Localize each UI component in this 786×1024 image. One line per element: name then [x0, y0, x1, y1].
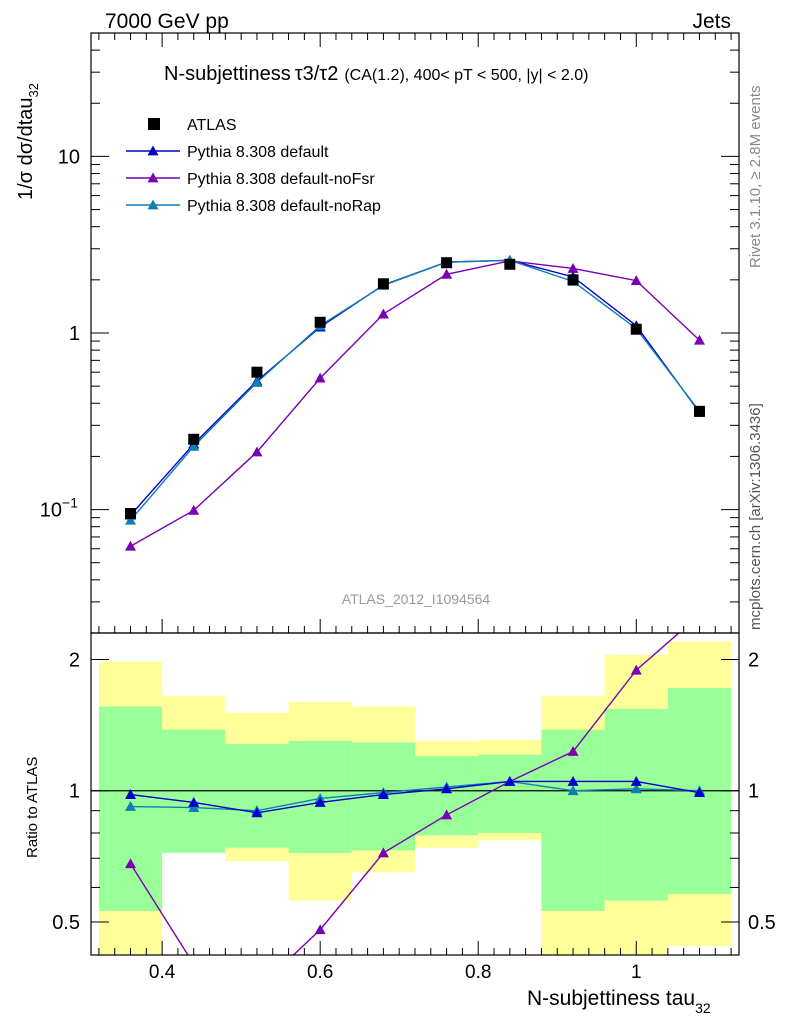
- y-tick-label-main: 1: [69, 323, 80, 345]
- y-tick-label-main: 10−1: [40, 495, 78, 522]
- y-tick-label-main: 10: [58, 146, 80, 168]
- ratio-line-noFsr: [129, 633, 680, 955]
- ratio-point-default: [630, 775, 642, 786]
- ratio-point-default: [251, 807, 263, 818]
- point-data: [630, 323, 642, 335]
- point-data: [251, 366, 263, 378]
- title-cuts: (CA(1.2), 400< pT < 500, |y| < 2.0): [344, 67, 588, 84]
- title-ratio: τ3/τ2: [295, 63, 339, 85]
- y-tick-label-ratio-right: 2: [748, 649, 759, 671]
- point-data: [188, 433, 200, 445]
- band-inner-bin: [478, 754, 542, 833]
- legend: ATLAS Pythia 8.308 default Pythia 8.308 de…: [126, 117, 381, 215]
- plot-title: N-subjettiness τ3/τ2 (CA(1.2), 400< pT < 5…: [164, 63, 588, 85]
- ratio-point-default: [377, 789, 389, 799]
- ratio-point-default: [504, 775, 516, 786]
- ratio-line-noRap: [130, 780, 700, 812]
- point-data: [125, 508, 137, 520]
- point-noFsr: [188, 504, 200, 515]
- ratio-point-noFsr: [441, 809, 453, 820]
- point-noFsr: [441, 268, 453, 279]
- point-noRap: [188, 440, 200, 451]
- rivet-label: Rivet 3.1.10, ≥ 2.8M events: [747, 86, 764, 269]
- ratio-point-noFsr: [251, 984, 262, 994]
- legend-marker-noRap: [147, 199, 159, 210]
- point-noFsr: [567, 262, 579, 273]
- y-tick-label-ratio-right: 1: [748, 781, 759, 803]
- x-tick-label: 0.6: [307, 962, 333, 983]
- ratio-point-noRap: [567, 785, 579, 796]
- ylabel-main: 1/σ dσ/dtau32: [15, 83, 41, 200]
- point-data: [377, 278, 389, 290]
- ratio-point-noRap: [630, 783, 642, 794]
- title-main: N-subjettiness: [164, 63, 291, 85]
- point-data: [567, 274, 579, 286]
- point-noFsr: [125, 540, 137, 551]
- main-plot-series: [125, 254, 705, 551]
- header-right: Jets: [692, 10, 731, 33]
- series-line-default: [129, 259, 701, 516]
- ratio-uncertainty-bands: [91, 641, 739, 955]
- ratio-point-default: [567, 775, 579, 786]
- y-tick-label-ratio-right: 0.5: [748, 912, 776, 934]
- legend-marker-data: [148, 118, 160, 130]
- point-data: [441, 257, 453, 269]
- point-noRap: [251, 376, 263, 387]
- point-noFsr: [377, 308, 389, 319]
- legend-marker-default: [147, 145, 159, 156]
- ratio-point-noFsr: [314, 924, 326, 935]
- y-tick-label-ratio: 1: [69, 781, 80, 803]
- ratio-point-noFsr: [567, 746, 579, 756]
- ratio-point-noFsr: [188, 959, 199, 969]
- band-inner-bin: [541, 729, 605, 911]
- ratio-line-default: [130, 780, 700, 814]
- ratio-point-default: [693, 787, 705, 798]
- ratio-point-default: [188, 796, 200, 807]
- legend-label-default: Pythia 8.308 default: [187, 144, 329, 161]
- series-line-noFsr: [130, 260, 700, 547]
- ratio-point-noFsr: [377, 847, 389, 858]
- ratio-plot-series: [125, 609, 705, 994]
- series-line-noRap: [129, 259, 701, 521]
- y-tick-label-ratio: 0.5: [52, 912, 80, 934]
- band-inner-bin: [415, 756, 479, 836]
- watermark: ATLAS_2012_I1094564: [342, 591, 491, 607]
- ylabel-ratio: Ratio to ATLAS: [24, 757, 41, 858]
- point-data: [693, 405, 705, 417]
- point-noFsr: [630, 275, 642, 286]
- legend-label-data: ATLAS: [187, 117, 237, 134]
- point-noFsr: [693, 334, 705, 345]
- band-inner-bin: [604, 708, 668, 901]
- x-tick-label: 0.8: [465, 962, 491, 983]
- ratio-point-default: [125, 789, 137, 799]
- point-data: [314, 316, 326, 328]
- ratio-point-noFsr: [694, 609, 705, 619]
- ratio-point-noFsr: [630, 664, 642, 675]
- mcplots-label: mcplots.cern.ch [arXiv:1306.3436]: [747, 403, 764, 630]
- point-data: [504, 258, 516, 270]
- point-noFsr: [314, 372, 326, 383]
- header-left: 7000 GeV pp: [105, 10, 229, 33]
- point-noRap: [125, 514, 137, 525]
- point-noFsr: [251, 446, 263, 457]
- band-inner-bin: [225, 743, 289, 848]
- ratio-point-noRap: [188, 802, 200, 812]
- x-tick-label: 0.4: [149, 962, 176, 983]
- xlabel: N-subjettiness tau32: [527, 987, 711, 1016]
- y-tick-label-ratio: 2: [69, 649, 80, 671]
- ratio-point-default: [441, 783, 453, 794]
- ratio-point-default: [314, 796, 326, 807]
- legend-label-noFsr: Pythia 8.308 default-noFsr: [187, 171, 375, 188]
- ratio-point-noRap: [125, 801, 137, 811]
- legend-label-noRap: Pythia 8.308 default-noRap: [187, 198, 381, 215]
- band-inner-bin: [162, 729, 226, 853]
- legend-marker-noFsr: [147, 172, 159, 183]
- ratio-point-noFsr: [125, 858, 137, 869]
- x-tick-label: 1: [631, 962, 642, 983]
